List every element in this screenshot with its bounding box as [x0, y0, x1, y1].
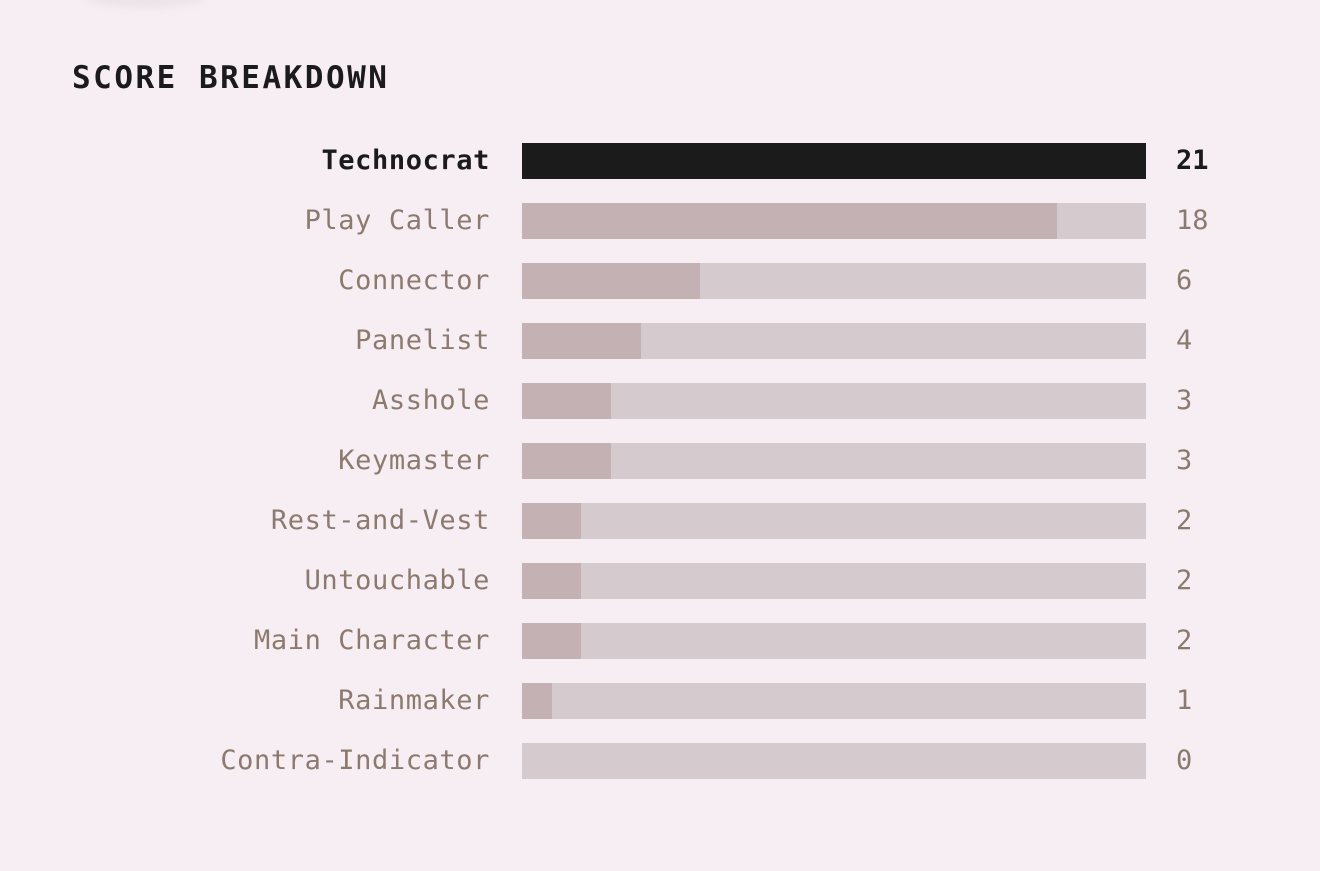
category-label: Connector	[338, 265, 490, 296]
bar	[522, 203, 1057, 239]
bar	[522, 683, 552, 719]
bar	[522, 263, 700, 299]
bar-track	[522, 443, 1146, 479]
category-label: Panelist	[355, 325, 490, 356]
bar-track	[522, 203, 1146, 239]
category-label: Rainmaker	[338, 685, 490, 716]
bar-row: Connector 6	[0, 263, 1320, 299]
value-label: 3	[1176, 385, 1193, 416]
value-label: 1	[1176, 685, 1193, 716]
bar-track	[522, 383, 1146, 419]
bar-track	[522, 563, 1146, 599]
bar-row: Technocrat 21	[0, 143, 1320, 179]
bar	[522, 503, 581, 539]
bar-track	[522, 263, 1146, 299]
value-label: 21	[1176, 145, 1209, 176]
category-label: Untouchable	[304, 565, 490, 596]
category-label: Play Caller	[304, 205, 490, 236]
value-label: 18	[1176, 205, 1209, 236]
bar-track	[522, 143, 1146, 179]
category-label: Keymaster	[338, 445, 490, 476]
bar	[522, 383, 611, 419]
bar-row: Rest-and-Vest 2	[0, 503, 1320, 539]
value-label: 2	[1176, 505, 1193, 536]
bar-row: Untouchable 2	[0, 563, 1320, 599]
bar-row: Play Caller 18	[0, 203, 1320, 239]
bar-track	[522, 743, 1146, 779]
section-title: SCORE BREAKDOWN	[72, 60, 390, 96]
top-smudge	[86, 0, 204, 8]
value-label: 4	[1176, 325, 1193, 356]
bar-row: Panelist 4	[0, 323, 1320, 359]
value-label: 2	[1176, 625, 1193, 656]
category-label: Technocrat	[321, 145, 490, 176]
bar-row: Contra-Indicator 0	[0, 743, 1320, 779]
bar	[522, 623, 581, 659]
bar-track	[522, 503, 1146, 539]
bar	[522, 563, 581, 599]
bar-track	[522, 323, 1146, 359]
bar-row: Rainmaker 1	[0, 683, 1320, 719]
category-label: Rest-and-Vest	[270, 505, 490, 536]
bar-track	[522, 623, 1146, 659]
value-label: 3	[1176, 445, 1193, 476]
category-label: Contra-Indicator	[220, 745, 490, 776]
bar-row: Main Character 2	[0, 623, 1320, 659]
bar-row: Asshole 3	[0, 383, 1320, 419]
bar	[522, 143, 1146, 179]
value-label: 6	[1176, 265, 1193, 296]
bar	[522, 323, 641, 359]
bar-row: Keymaster 3	[0, 443, 1320, 479]
bar	[522, 443, 611, 479]
category-label: Asshole	[372, 385, 490, 416]
bar-track	[522, 683, 1146, 719]
value-label: 2	[1176, 565, 1193, 596]
category-label: Main Character	[254, 625, 490, 656]
value-label: 0	[1176, 745, 1193, 776]
